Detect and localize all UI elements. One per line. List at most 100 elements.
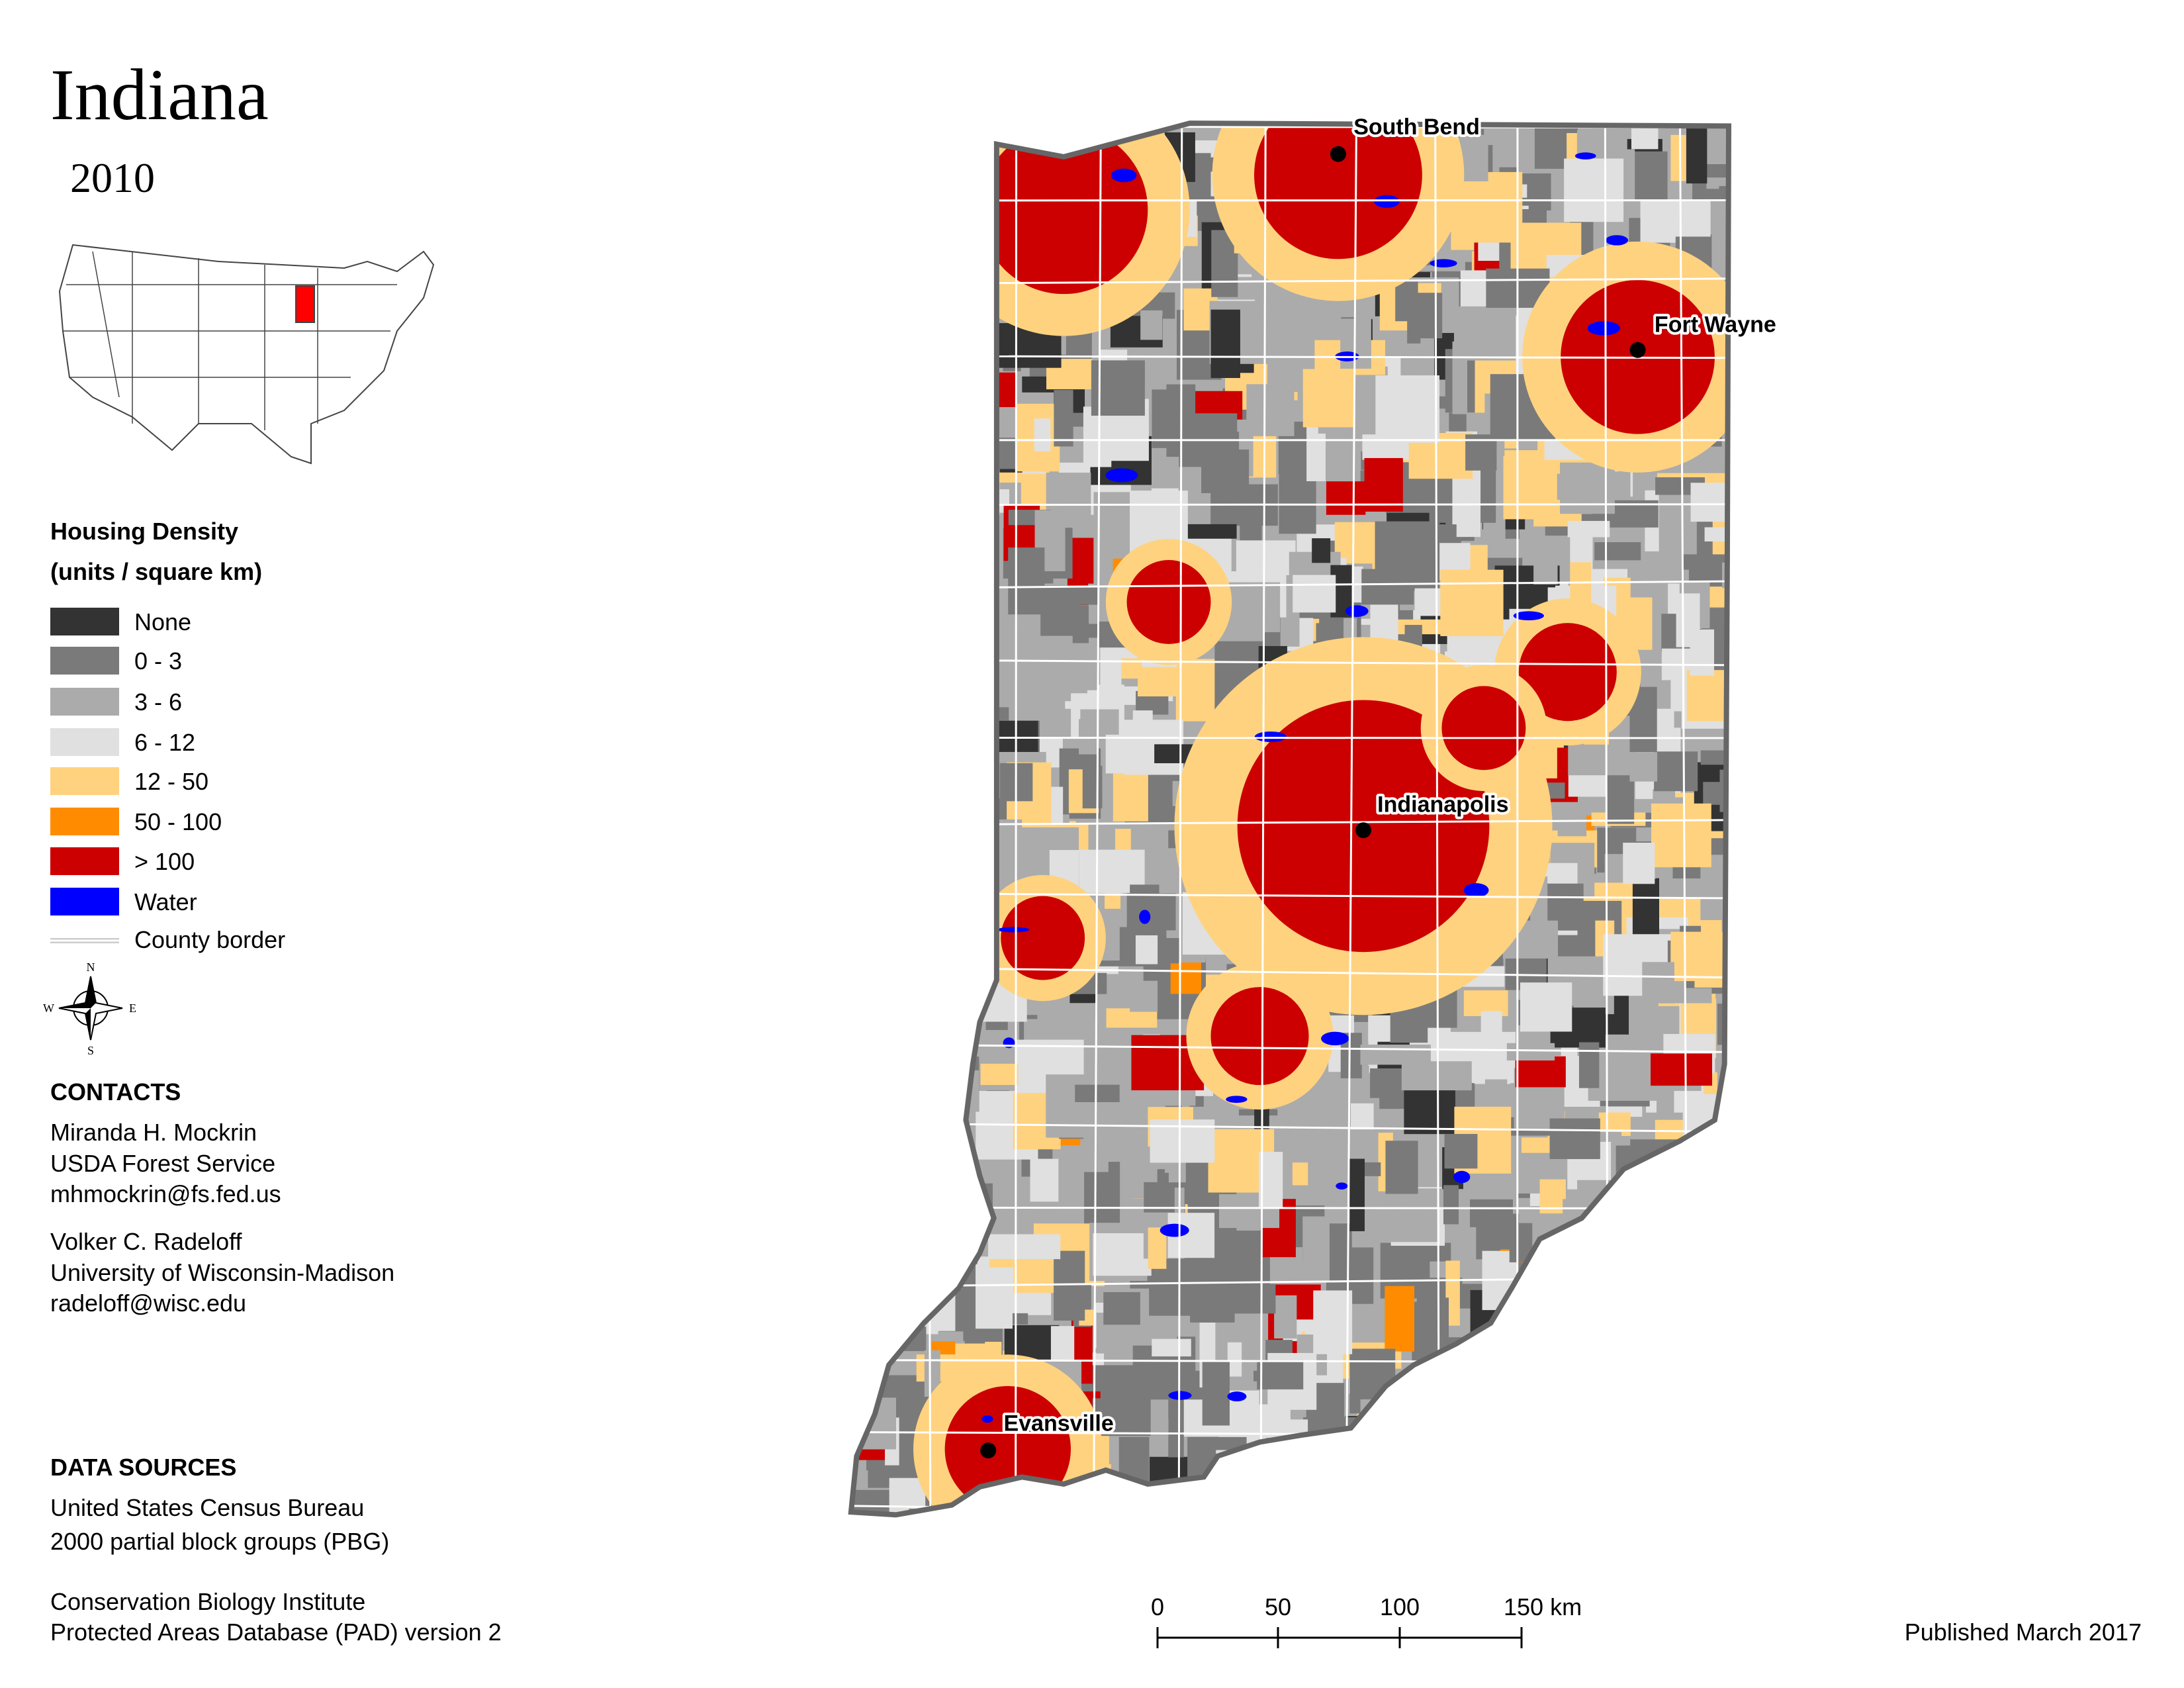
water bbox=[1111, 168, 1137, 183]
city-label: Indianapolis bbox=[1377, 792, 1508, 818]
density-patch bbox=[928, 123, 987, 191]
density-patch bbox=[1707, 1359, 1729, 1383]
density-patch bbox=[1696, 1379, 1725, 1452]
density-patch bbox=[1542, 1255, 1597, 1281]
density-patch bbox=[1481, 1491, 1504, 1515]
county-border bbox=[1015, 123, 1018, 1515]
density-patch bbox=[1349, 1490, 1387, 1515]
density-patch bbox=[866, 850, 887, 913]
legend-swatch bbox=[50, 847, 119, 875]
density-patch bbox=[1099, 1067, 1134, 1086]
density-patch bbox=[1677, 1325, 1717, 1372]
density-patch bbox=[1385, 1286, 1415, 1352]
density-patch bbox=[899, 760, 915, 814]
city-label: Fort Wayne bbox=[1655, 312, 1776, 337]
water bbox=[1336, 1182, 1348, 1190]
density-patch bbox=[1326, 1468, 1340, 1515]
density-patch bbox=[1548, 1428, 1589, 1470]
density-patch bbox=[856, 690, 871, 745]
density-patch bbox=[874, 808, 934, 823]
density-patch bbox=[919, 626, 970, 664]
density-patch bbox=[1477, 1507, 1547, 1515]
density-patch bbox=[1730, 484, 1782, 519]
density-patch bbox=[856, 953, 919, 1000]
density-patch bbox=[1661, 1149, 1709, 1177]
density-patch bbox=[1632, 878, 1660, 943]
density-patch bbox=[1293, 575, 1336, 613]
density-patch bbox=[922, 371, 956, 420]
density-patch bbox=[1666, 1232, 1702, 1268]
density-patch bbox=[938, 373, 997, 389]
county-border bbox=[1345, 123, 1358, 1515]
density-patch bbox=[1072, 605, 1089, 643]
density-patch bbox=[1693, 1307, 1729, 1333]
density-patch bbox=[946, 586, 969, 612]
county-border bbox=[845, 119, 847, 1519]
density-patch bbox=[938, 205, 994, 267]
density-patch bbox=[1120, 1504, 1177, 1515]
density-patch bbox=[1564, 158, 1624, 222]
scale-bar bbox=[1156, 1627, 1523, 1648]
density-patch bbox=[850, 746, 888, 797]
density-patch bbox=[1563, 1483, 1580, 1511]
density-patch bbox=[1140, 310, 1163, 340]
density-patch bbox=[1529, 1431, 1578, 1493]
density-patch bbox=[1578, 1042, 1600, 1088]
density-patch bbox=[1321, 1103, 1346, 1135]
density-patch bbox=[1640, 1388, 1711, 1421]
density-patch bbox=[1733, 402, 1769, 436]
density-patch bbox=[954, 449, 1000, 516]
density-patch bbox=[1665, 988, 1712, 1004]
density-patch bbox=[870, 909, 889, 929]
density-patch bbox=[940, 924, 958, 961]
water bbox=[850, 602, 855, 612]
density-patch bbox=[1731, 1004, 1762, 1076]
density-patch bbox=[932, 727, 968, 754]
density-patch bbox=[915, 1013, 946, 1031]
density-patch bbox=[927, 1189, 972, 1227]
city-dot bbox=[1355, 822, 1372, 839]
density-patch bbox=[908, 132, 929, 171]
water bbox=[981, 1415, 993, 1423]
density-patch bbox=[927, 210, 987, 227]
density-patch bbox=[1590, 1266, 1615, 1313]
legend-title: Housing Density bbox=[50, 518, 238, 545]
density-patch bbox=[1720, 1433, 1729, 1491]
density-patch bbox=[909, 1509, 950, 1515]
density-patch bbox=[1176, 524, 1237, 539]
density-patch bbox=[1395, 281, 1418, 322]
density-patch bbox=[1152, 1338, 1191, 1357]
density-patch bbox=[940, 252, 999, 285]
density-patch bbox=[911, 1068, 931, 1084]
density-patch bbox=[1594, 542, 1641, 561]
density-patch bbox=[1563, 1452, 1586, 1515]
urban-core bbox=[944, 1385, 1071, 1513]
density-patch bbox=[1517, 1268, 1584, 1295]
county-border bbox=[850, 1122, 1729, 1133]
contact-line: USDA Forest Service bbox=[50, 1150, 275, 1177]
density-patch bbox=[933, 555, 984, 583]
density-patch bbox=[1513, 1281, 1586, 1347]
density-patch bbox=[1678, 1203, 1729, 1218]
density-patch bbox=[946, 232, 1003, 252]
density-patch bbox=[1574, 1460, 1614, 1515]
legend-swatch bbox=[50, 608, 119, 635]
density-patch bbox=[1647, 1391, 1686, 1444]
density-patch bbox=[1686, 123, 1707, 184]
density-patch bbox=[966, 1513, 1029, 1515]
density-patch bbox=[850, 849, 907, 907]
county-border bbox=[850, 1206, 1729, 1210]
density-patch bbox=[1079, 719, 1097, 755]
county-border bbox=[1259, 123, 1267, 1515]
density-patch bbox=[909, 313, 961, 357]
water bbox=[1227, 1391, 1247, 1402]
density-patch bbox=[1709, 1182, 1729, 1218]
density-patch bbox=[1349, 1158, 1365, 1231]
density-patch bbox=[1725, 1307, 1729, 1366]
density-patch bbox=[943, 812, 985, 831]
density-patch bbox=[1586, 1354, 1637, 1423]
density-patch bbox=[1638, 753, 1658, 780]
density-patch bbox=[895, 269, 965, 298]
density-patch bbox=[1141, 1513, 1165, 1515]
density-patch bbox=[1651, 803, 1711, 868]
